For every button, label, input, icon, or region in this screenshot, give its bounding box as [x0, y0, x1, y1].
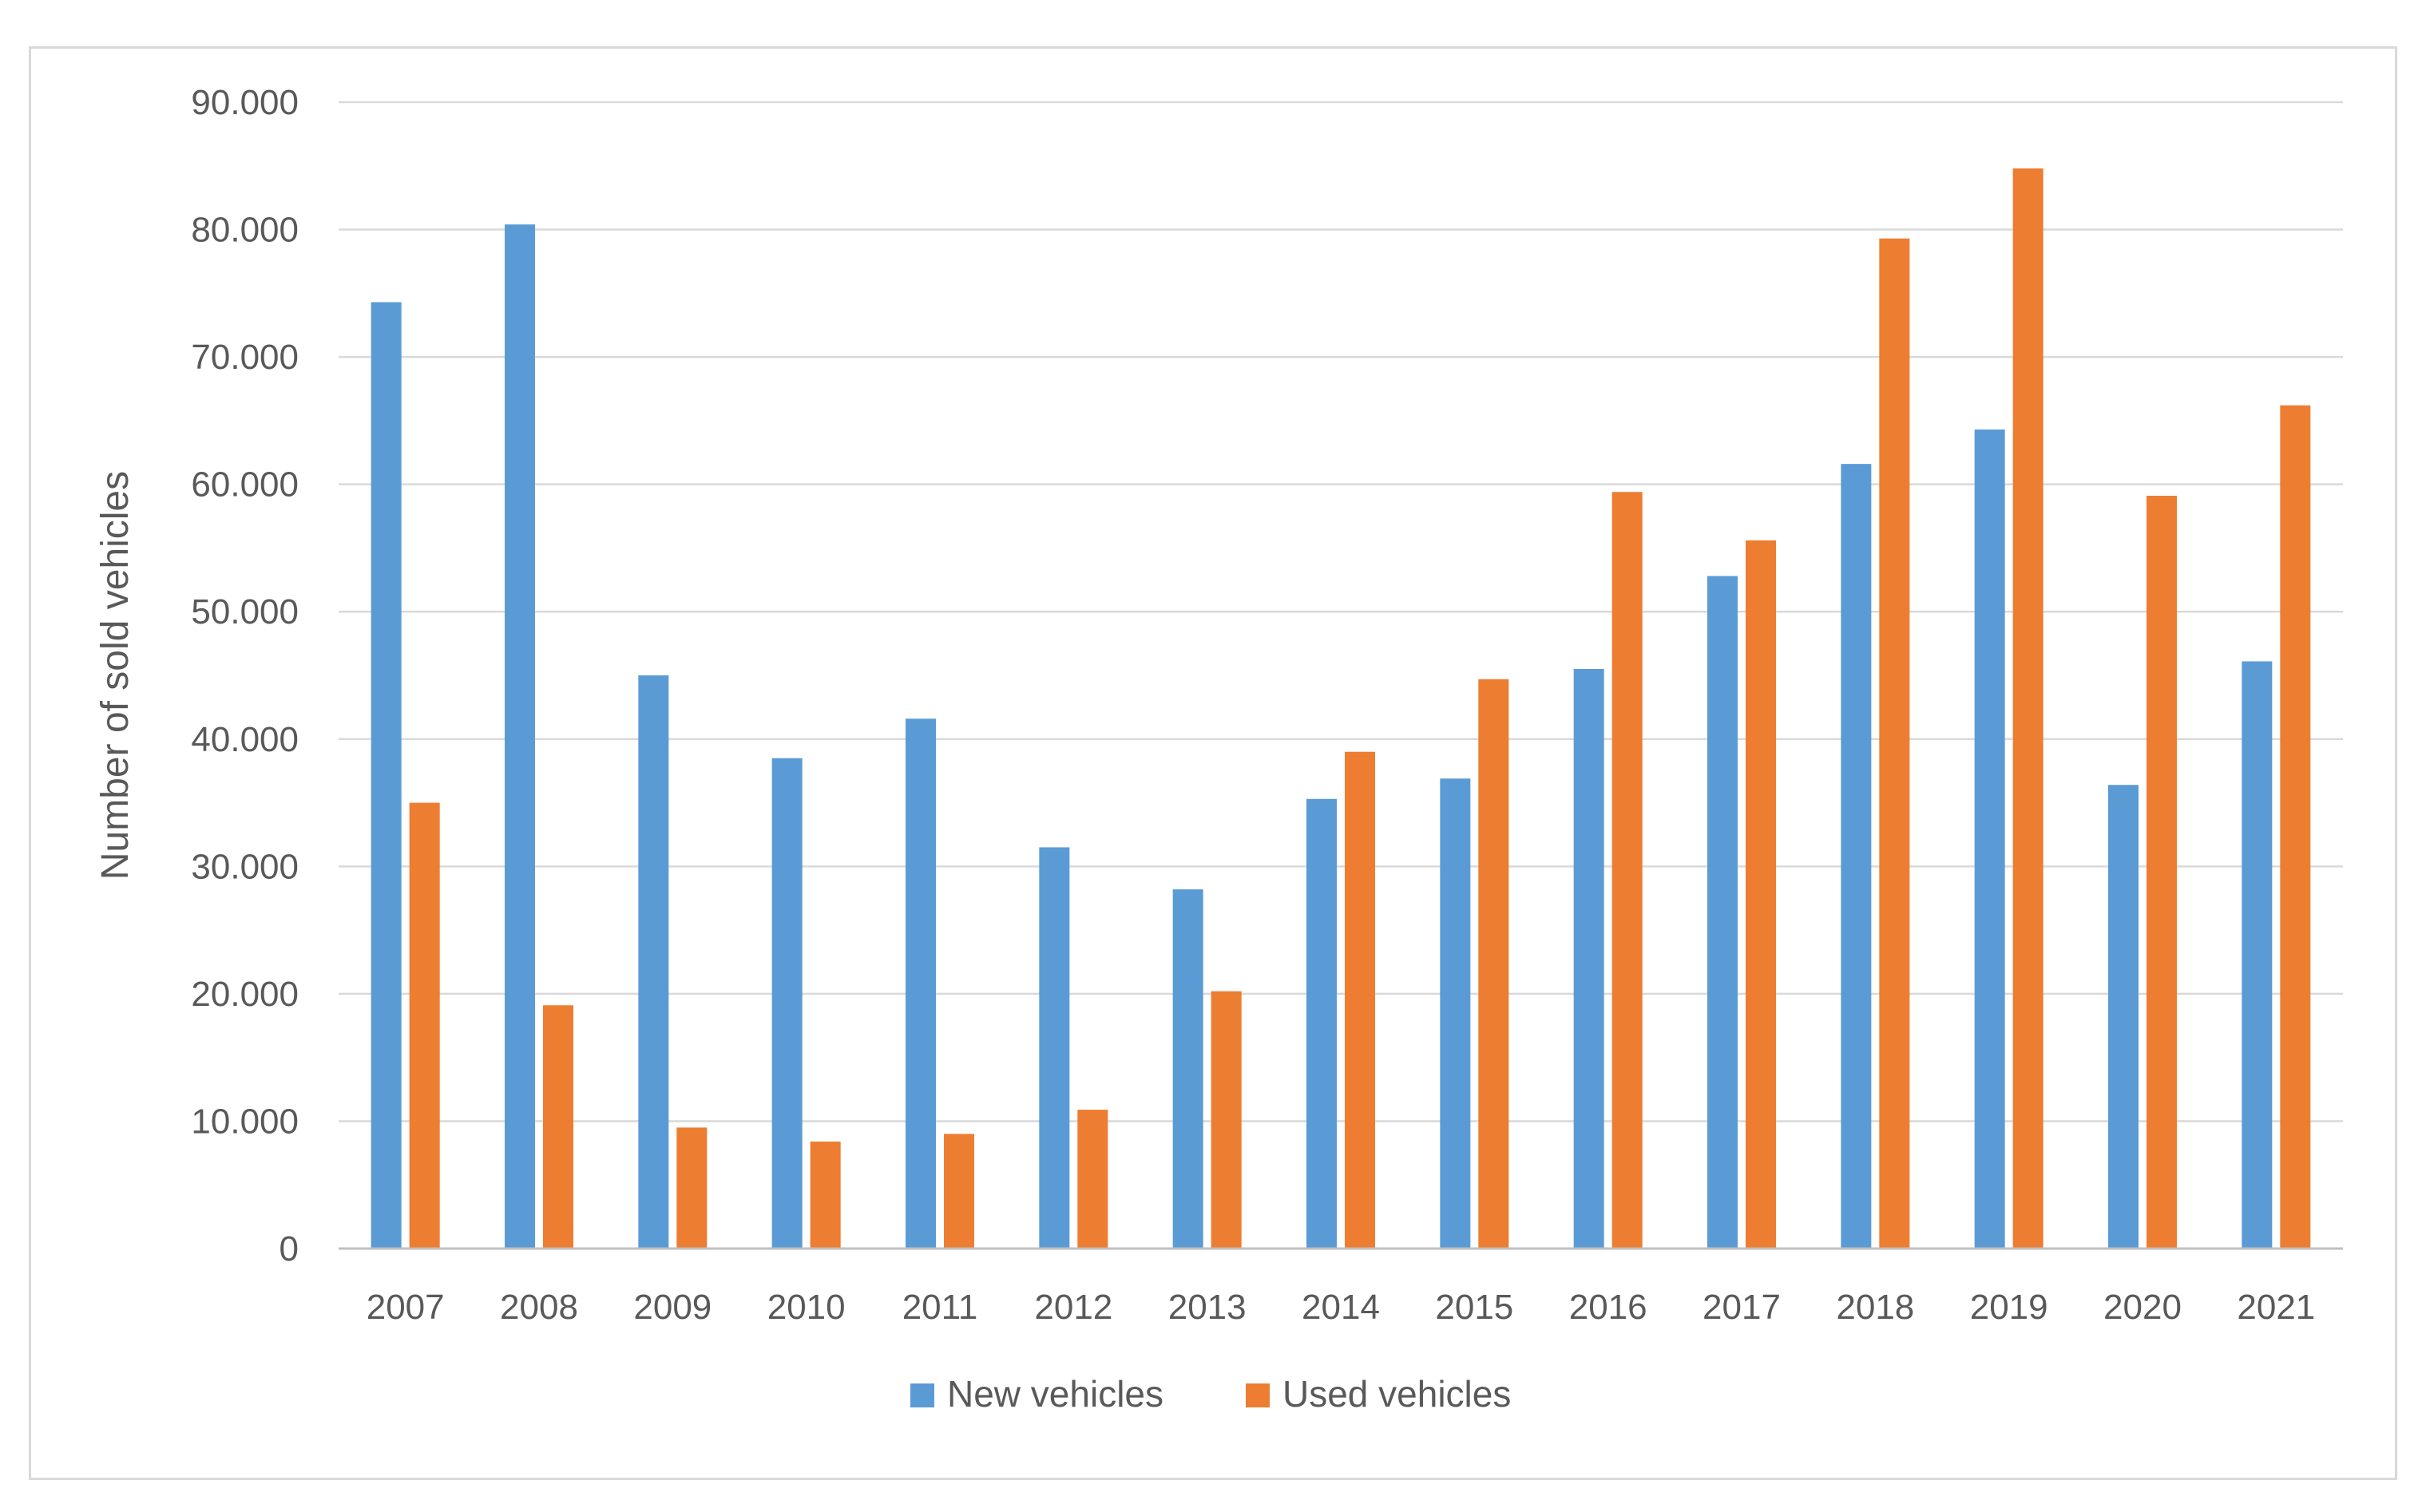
bar-new-2010 [771, 758, 803, 1249]
x-tick-label: 2010 [767, 1288, 846, 1327]
x-tick-label: 2007 [367, 1288, 445, 1327]
x-tick-label: 2017 [1703, 1288, 1781, 1327]
legend-label-used: Used vehicles [1282, 1373, 1511, 1415]
bar-used-2021 [2280, 405, 2311, 1249]
bar-new-2007 [371, 302, 402, 1249]
bar-new-2015 [1440, 778, 1471, 1249]
y-tick-label: 80.000 [191, 211, 299, 250]
bar-used-2014 [1345, 751, 1375, 1249]
bar-used-2018 [1879, 238, 1910, 1249]
y-tick-label: 20.000 [191, 975, 299, 1014]
axes: 0 10.000 20.000 30.000 40.000 50.000 60.000 70.… [94, 83, 2343, 1327]
x-tick-label: 2013 [1168, 1288, 1247, 1327]
bar-new-2018 [1841, 464, 1872, 1249]
legend-swatch-used [1246, 1383, 1270, 1407]
x-tick-label: 2009 [633, 1288, 712, 1327]
bar-used-2010 [810, 1141, 841, 1249]
bar-used-2016 [1611, 492, 1643, 1249]
bar-new-2017 [1707, 576, 1738, 1249]
bar-new-2014 [1306, 798, 1337, 1249]
x-tick-label: 2011 [902, 1288, 978, 1327]
x-tick-label: 2018 [1836, 1288, 1914, 1327]
y-tick-label: 60.000 [191, 465, 299, 505]
legend-label-new: New vehicles [947, 1373, 1163, 1415]
y-tick-label: 40.000 [191, 720, 299, 759]
bar-used-2011 [944, 1134, 974, 1249]
y-tick-label: 90.000 [191, 83, 299, 122]
bar-new-2019 [1974, 429, 2005, 1249]
bars [371, 168, 2311, 1249]
bar-used-2008 [543, 1005, 573, 1249]
bar-new-2009 [638, 675, 669, 1249]
legend: New vehicles Used vehicles [910, 1373, 1511, 1415]
bar-used-2013 [1211, 991, 1242, 1249]
x-tick-label: 2014 [1302, 1288, 1380, 1327]
bar-used-2015 [1478, 679, 1509, 1249]
x-tick-label: 2008 [500, 1288, 578, 1327]
y-tick-label: 30.000 [191, 847, 299, 886]
x-tick-label: 2020 [2103, 1288, 2182, 1327]
bar-used-2009 [676, 1127, 708, 1249]
bar-new-2012 [1039, 847, 1070, 1249]
x-tick-label: 2019 [1970, 1288, 2048, 1327]
bar-new-2020 [2108, 785, 2139, 1249]
bar-new-2016 [1573, 669, 1604, 1249]
gridlines [339, 101, 2343, 1122]
y-tick-label: 10.000 [191, 1102, 299, 1141]
bar-new-2013 [1172, 889, 1203, 1249]
y-tick-label: 0 [279, 1229, 299, 1269]
y-axis-title: Number of sold vehicles [94, 471, 137, 880]
bar-used-2020 [2147, 496, 2177, 1249]
bar-used-2017 [1746, 540, 1776, 1249]
bar-used-2007 [409, 802, 440, 1249]
x-tick-label: 2015 [1435, 1288, 1513, 1327]
bar-used-2019 [2012, 168, 2043, 1249]
bar-new-2008 [505, 224, 535, 1249]
y-tick-label: 50.000 [191, 592, 299, 631]
x-tick-label: 2016 [1569, 1288, 1647, 1327]
bar-used-2012 [1077, 1110, 1108, 1249]
y-tick-label: 70.000 [191, 338, 299, 377]
legend-swatch-new [910, 1383, 934, 1407]
bar-new-2011 [906, 718, 936, 1249]
x-tick-label: 2012 [1034, 1288, 1112, 1327]
bar-new-2021 [2242, 661, 2273, 1249]
x-tick-label: 2021 [2237, 1288, 2315, 1327]
